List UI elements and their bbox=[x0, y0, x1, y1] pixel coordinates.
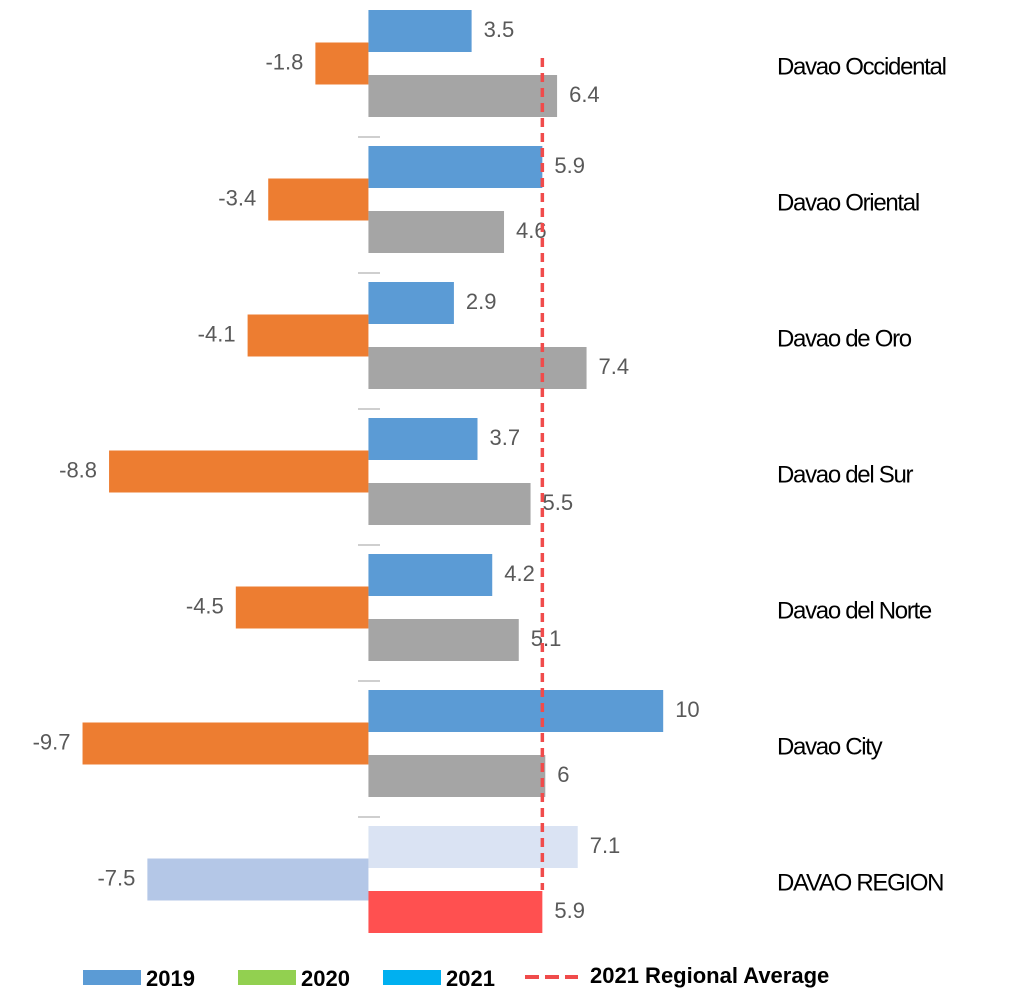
data-label: 5.1 bbox=[531, 626, 562, 651]
bar bbox=[368, 418, 478, 460]
bar bbox=[368, 619, 519, 661]
data-label: -1.8 bbox=[265, 49, 303, 74]
bar bbox=[368, 75, 558, 117]
bar bbox=[368, 347, 587, 389]
bar bbox=[368, 891, 543, 933]
data-label: -4.1 bbox=[198, 321, 236, 346]
data-label: 3.5 bbox=[484, 17, 515, 42]
data-label: 6 bbox=[557, 762, 569, 787]
bar bbox=[368, 690, 664, 732]
bar bbox=[315, 42, 369, 85]
bar bbox=[368, 10, 472, 52]
bar bbox=[109, 450, 369, 493]
bar bbox=[368, 211, 505, 253]
legend-swatch bbox=[383, 970, 441, 985]
category-label: Davao del Sur bbox=[777, 461, 913, 488]
bar bbox=[368, 826, 578, 868]
legend-label: 2019 bbox=[146, 966, 195, 991]
bar bbox=[368, 146, 543, 188]
data-label: 6.4 bbox=[569, 82, 600, 107]
bar bbox=[235, 586, 369, 629]
data-label: -7.5 bbox=[97, 865, 135, 890]
legend-label: 2021 bbox=[446, 966, 495, 991]
data-label: 3.7 bbox=[489, 425, 520, 450]
bar bbox=[82, 722, 369, 765]
bar bbox=[368, 755, 546, 797]
bar bbox=[368, 282, 454, 324]
data-label: 4.2 bbox=[504, 561, 535, 586]
legend-swatch bbox=[83, 970, 141, 985]
data-label: 10 bbox=[675, 697, 699, 722]
data-label: 5.9 bbox=[554, 898, 585, 923]
category-label: Davao City bbox=[777, 733, 883, 760]
data-label: 5.5 bbox=[543, 490, 574, 515]
data-label: -4.5 bbox=[186, 593, 224, 618]
data-label: -3.4 bbox=[218, 185, 256, 210]
category-label: DAVAO REGION bbox=[777, 869, 943, 896]
category-label: Davao Occidental bbox=[777, 53, 946, 80]
data-label: 7.4 bbox=[599, 354, 630, 379]
bar bbox=[368, 554, 493, 596]
data-label: 7.1 bbox=[590, 833, 621, 858]
bar bbox=[368, 483, 531, 525]
category-label: Davao de Oro bbox=[777, 325, 912, 352]
legend-swatch bbox=[238, 970, 296, 985]
bar bbox=[247, 314, 369, 357]
legend-label: 2020 bbox=[301, 966, 350, 991]
data-label: 5.9 bbox=[554, 153, 585, 178]
category-label: Davao Oriental bbox=[777, 189, 919, 216]
bar bbox=[147, 858, 369, 901]
legend-label: 2021 Regional Average bbox=[590, 963, 829, 988]
data-label: -8.8 bbox=[59, 457, 97, 482]
category-label: Davao del Norte bbox=[777, 597, 932, 624]
data-label: -9.7 bbox=[33, 729, 71, 754]
data-label: 2.9 bbox=[466, 289, 497, 314]
bar bbox=[268, 178, 369, 221]
